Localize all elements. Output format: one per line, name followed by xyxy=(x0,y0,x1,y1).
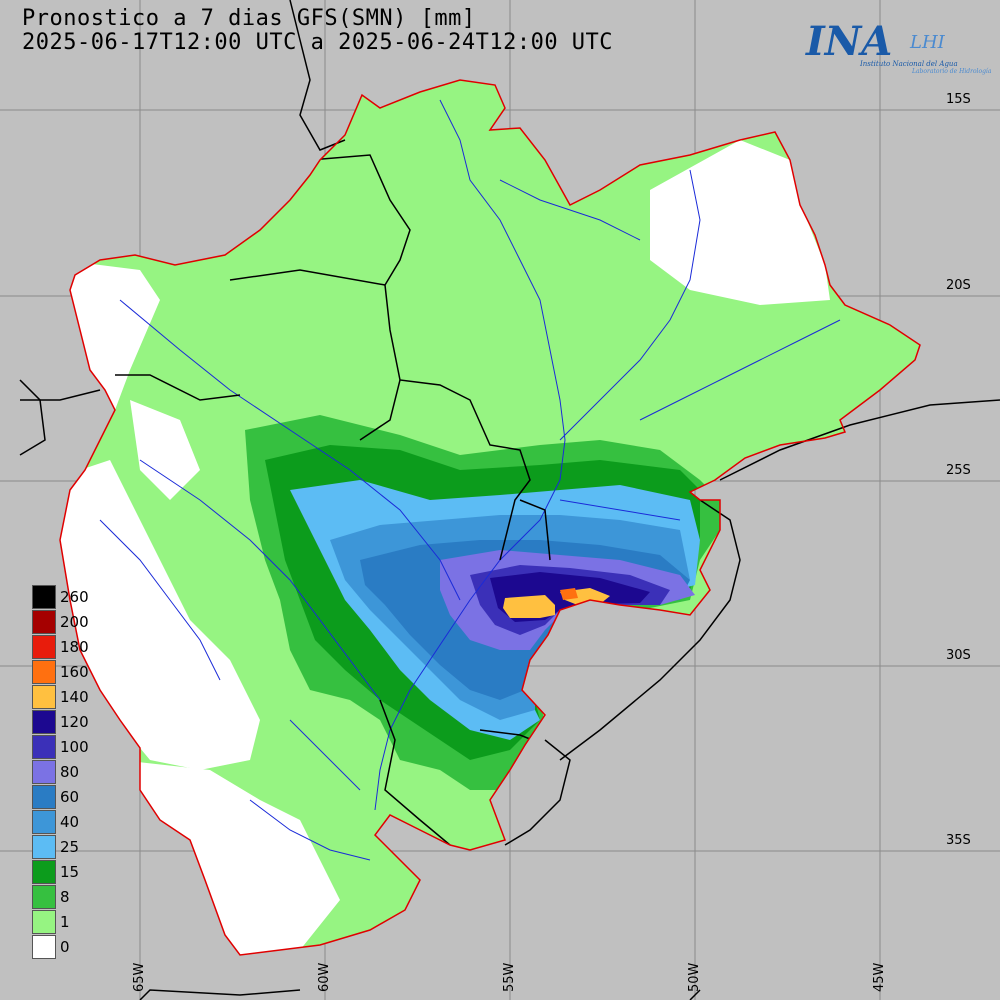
map-date-range: 2025-06-17T12:00 UTC a 2025-06-24T12:00 … xyxy=(22,30,614,55)
legend-swatch xyxy=(32,710,56,734)
legend-swatch xyxy=(32,885,56,909)
lon-label-65w: 65W xyxy=(132,962,147,992)
legend-label: 0 xyxy=(60,938,70,956)
legend-label: 140 xyxy=(60,688,89,706)
legend-label: 1 xyxy=(60,913,70,931)
legend-swatch xyxy=(32,610,56,634)
legend-swatch xyxy=(32,835,56,859)
lat-label-15s: 15S xyxy=(946,92,971,107)
legend-label: 15 xyxy=(60,863,80,881)
logo-ina-text: INA xyxy=(806,18,893,65)
lat-label-20s: 20S xyxy=(946,278,971,293)
legend-label: 200 xyxy=(60,613,89,631)
legend-label: 8 xyxy=(60,888,70,906)
legend-label: 120 xyxy=(60,713,89,731)
lon-label-60w: 60W xyxy=(317,962,332,992)
legend-label: 160 xyxy=(60,663,89,681)
legend-label: 25 xyxy=(60,838,80,856)
legend-label: 100 xyxy=(60,738,89,756)
legend-label: 180 xyxy=(60,638,89,656)
legend-label: 40 xyxy=(60,813,80,831)
legend-label: 80 xyxy=(60,763,80,781)
legend-swatch xyxy=(32,760,56,784)
logo-lhi-text: LHI xyxy=(910,32,945,53)
logo-lab-text: Laboratorio de Hidrología xyxy=(912,68,992,75)
ina-logo: INA LHI Instituto Nacional del Agua Labo… xyxy=(800,18,991,88)
legend-swatch xyxy=(32,860,56,884)
legend-swatch xyxy=(32,935,56,959)
legend-swatch xyxy=(32,810,56,834)
legend-swatch xyxy=(32,910,56,934)
legend-swatch xyxy=(32,660,56,684)
legend-swatch xyxy=(32,585,56,609)
legend-swatch xyxy=(32,685,56,709)
legend-label: 60 xyxy=(60,788,80,806)
logo-org-text: Instituto Nacional del Agua xyxy=(860,60,958,68)
legend-label: 260 xyxy=(60,588,89,606)
lon-label-55w: 55W xyxy=(502,962,517,992)
legend-swatch xyxy=(32,785,56,809)
lat-label-30s: 30S xyxy=(946,648,971,663)
basin-outline xyxy=(59,79,921,956)
legend-swatch xyxy=(32,735,56,759)
lat-label-25s: 25S xyxy=(946,463,971,478)
lon-label-45w: 45W xyxy=(872,962,887,992)
lon-label-50w: 50W xyxy=(687,962,702,992)
legend-swatch xyxy=(32,635,56,659)
map-title: Pronostico a 7 dias GFS(SMN) [mm] xyxy=(22,6,476,31)
lat-label-35s: 35S xyxy=(946,833,971,848)
